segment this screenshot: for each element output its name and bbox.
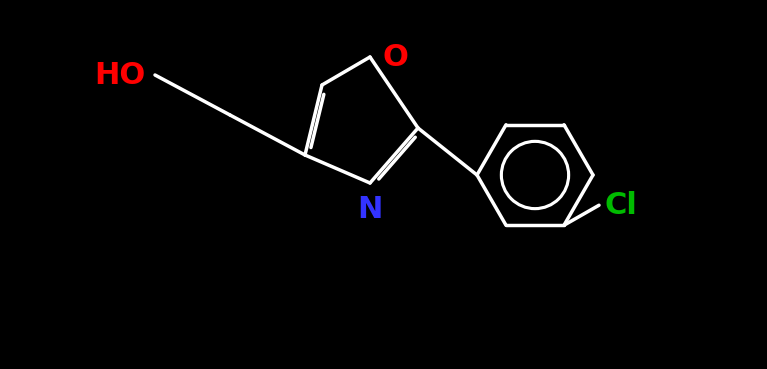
Text: HO: HO <box>94 61 145 90</box>
Text: O: O <box>382 42 408 72</box>
Text: Cl: Cl <box>604 191 637 220</box>
Text: N: N <box>357 195 383 224</box>
